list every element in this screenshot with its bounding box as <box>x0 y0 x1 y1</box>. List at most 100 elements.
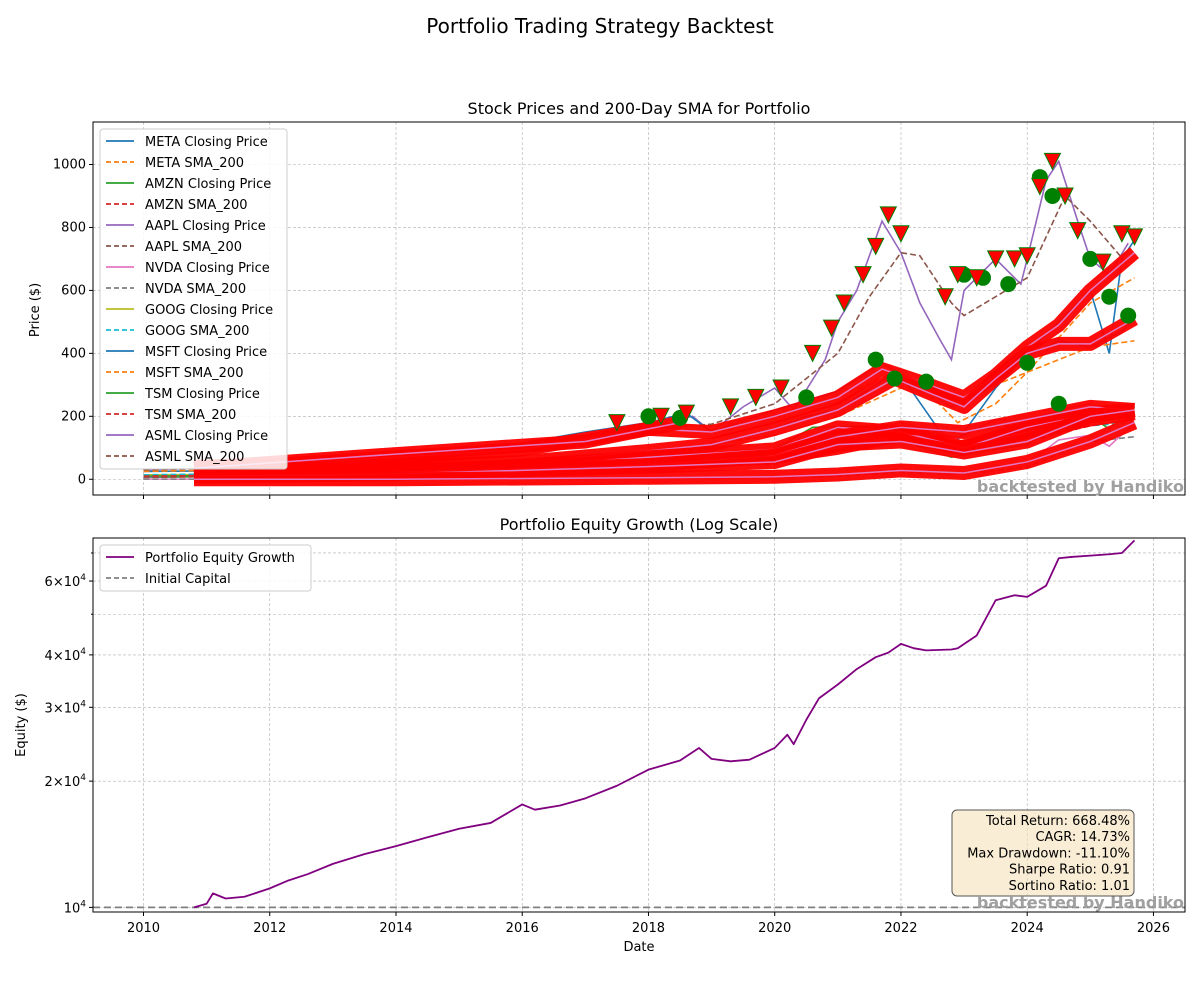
price-y-axis-label: Price ($) <box>28 283 43 337</box>
legend-label: META SMA_200 <box>145 156 244 171</box>
equity-x-axis: 2010 2012 2014 2016 2018 2020 2022 2024 2026 <box>127 912 1170 936</box>
legend-item-amzn-closing-price[interactable]: AMZN Closing Price <box>106 177 271 192</box>
buy-signal <box>1120 307 1137 324</box>
equity-chart: Portfolio Equity Growth (Log Scale) 104 2… <box>14 515 1186 955</box>
legend-label: AAPL SMA_200 <box>145 240 242 255</box>
buy-signal <box>640 408 657 425</box>
sell-signal <box>1113 225 1131 243</box>
price-y-axis: 0 200 400 600 800 1000 <box>53 157 93 487</box>
sell-signal <box>1043 152 1062 171</box>
sell-signal <box>892 225 910 243</box>
equity-xtick-label-2020: 2020 <box>758 921 791 936</box>
sell-signal <box>854 266 872 284</box>
legend-label: MSFT SMA_200 <box>145 366 243 381</box>
legend-item-portfolio-equity-growth[interactable]: Portfolio Equity Growth <box>106 551 295 566</box>
legend-label: MSFT Closing Price <box>145 345 267 360</box>
equity-y-axis-label: Equity ($) <box>14 693 29 757</box>
legend-item-nvda-sma-200[interactable]: NVDA SMA_200 <box>106 282 246 297</box>
stats-line: Total Return: 668.48% <box>985 814 1130 829</box>
price-chart: Stock Prices and 200-Day SMA for Portfol… <box>28 99 1186 499</box>
price-ytick-label-1000: 1000 <box>53 157 86 172</box>
sell-signal <box>879 206 898 224</box>
stats-box: Total Return: 668.48%CAGR: 14.73%Max Dra… <box>951 809 1135 897</box>
legend-item-meta-sma-200[interactable]: META SMA_200 <box>106 156 244 171</box>
sell-signal <box>866 237 885 256</box>
equity-chart-title: Portfolio Equity Growth (Log Scale) <box>500 515 779 534</box>
legend-label: META Closing Price <box>145 135 268 150</box>
price-plot-frame <box>92 121 1186 496</box>
legend-label: NVDA SMA_200 <box>145 282 246 297</box>
equity-xtick-label-2026: 2026 <box>1137 921 1170 936</box>
legend-label: AAPL Closing Price <box>145 219 266 234</box>
sell-signal <box>1018 247 1037 265</box>
equity-plot-frame <box>92 537 1186 913</box>
buy-signal <box>1000 276 1017 293</box>
buy-signal <box>1082 250 1099 267</box>
legend-label: NVDA Closing Price <box>145 261 270 276</box>
figure-title: Portfolio Trading Strategy Backtest <box>426 14 774 38</box>
sell-signal <box>1005 250 1024 269</box>
legend-item-tsm-closing-price[interactable]: TSM Closing Price <box>106 387 260 402</box>
legend-item-msft-sma-200[interactable]: MSFT SMA_200 <box>106 366 243 381</box>
buy-signal <box>1101 288 1118 305</box>
legend-item-meta-closing-price[interactable]: META Closing Price <box>106 135 268 150</box>
legend-item-asml-sma-200[interactable]: ASML SMA_200 <box>106 450 244 465</box>
price-ytick-label-600: 600 <box>61 283 86 298</box>
equity-xtick-label-2016: 2016 <box>506 921 539 936</box>
buy-signal <box>798 389 815 406</box>
signal-band-line-tsm <box>193 409 1135 477</box>
sell-signal <box>652 407 670 426</box>
equity-ytick-label-30000: 3×104 <box>45 699 87 716</box>
sell-signal <box>608 414 626 432</box>
buy-signal <box>867 351 884 368</box>
legend-label: GOOG Closing Price <box>145 303 273 318</box>
legend-item-goog-sma-200[interactable]: GOOG SMA_200 <box>106 324 249 339</box>
legend-label: AMZN SMA_200 <box>145 198 248 213</box>
sell-signal <box>986 250 1005 269</box>
stats-box-frame <box>951 809 1135 897</box>
legend-item-aapl-closing-price[interactable]: AAPL Closing Price <box>106 219 266 234</box>
equity-legend-frame <box>99 544 312 592</box>
legend-item-msft-closing-price[interactable]: MSFT Closing Price <box>106 345 267 360</box>
equity-ytick-label-20000: 2×104 <box>45 773 87 790</box>
equity-ytick-label-60000: 6×104 <box>45 573 87 590</box>
sell-signal <box>1056 187 1074 206</box>
watermark-equity: backtested by Handiko <box>977 893 1184 912</box>
signal-band-line-asml <box>193 421 681 469</box>
price-legend[interactable]: META Closing Price META SMA_200 AMZN Closi… <box>99 128 288 470</box>
sell-signal <box>948 266 967 284</box>
legend-item-nvda-closing-price[interactable]: NVDA Closing Price <box>106 261 270 276</box>
legend-item-tsm-sma-200[interactable]: TSM SMA_200 <box>106 408 236 423</box>
sell-signal <box>1031 178 1049 196</box>
price-ytick-label-400: 400 <box>61 346 86 361</box>
stats-line: CAGR: 14.73% <box>1035 830 1130 845</box>
legend-item-goog-closing-price[interactable]: GOOG Closing Price <box>106 303 273 318</box>
equity-legend[interactable]: Portfolio Equity Growth Initial Capital <box>99 544 312 592</box>
stats-line: Sharpe Ratio: 0.91 <box>1009 863 1130 878</box>
equity-ytick-label-10000: 104 <box>64 899 87 916</box>
price-ytick-label-0: 0 <box>78 472 86 487</box>
sell-signal <box>1094 253 1112 272</box>
sell-signal <box>1068 222 1087 240</box>
equity-xtick-label-2012: 2012 <box>253 921 286 936</box>
equity-xtick-label-2022: 2022 <box>884 921 917 936</box>
equity-xtick-label-2010: 2010 <box>127 921 160 936</box>
buy-signal <box>1050 395 1067 412</box>
sell-signal <box>835 294 853 313</box>
legend-label: Initial Capital <box>145 572 231 587</box>
legend-item-amzn-sma-200[interactable]: AMZN SMA_200 <box>106 198 248 213</box>
legend-item-initial-capital[interactable]: Initial Capital <box>106 572 231 587</box>
equity-xtick-label-2024: 2024 <box>1011 921 1044 936</box>
legend-item-aapl-sma-200[interactable]: AAPL SMA_200 <box>106 240 242 255</box>
trade-signals <box>608 152 1144 432</box>
price-x-axis <box>142 495 1154 499</box>
series-portfolio-equity-growth <box>193 539 1136 909</box>
sell-signal <box>721 398 740 416</box>
buy-signal <box>886 370 903 387</box>
stats-line: Max Drawdown: -11.10% <box>967 846 1130 861</box>
legend-label: Portfolio Equity Growth <box>145 551 295 566</box>
legend-item-asml-closing-price[interactable]: ASML Closing Price <box>106 429 268 444</box>
sell-signal <box>967 269 986 287</box>
legend-label: GOOG SMA_200 <box>145 324 249 339</box>
sell-signal <box>822 319 841 338</box>
